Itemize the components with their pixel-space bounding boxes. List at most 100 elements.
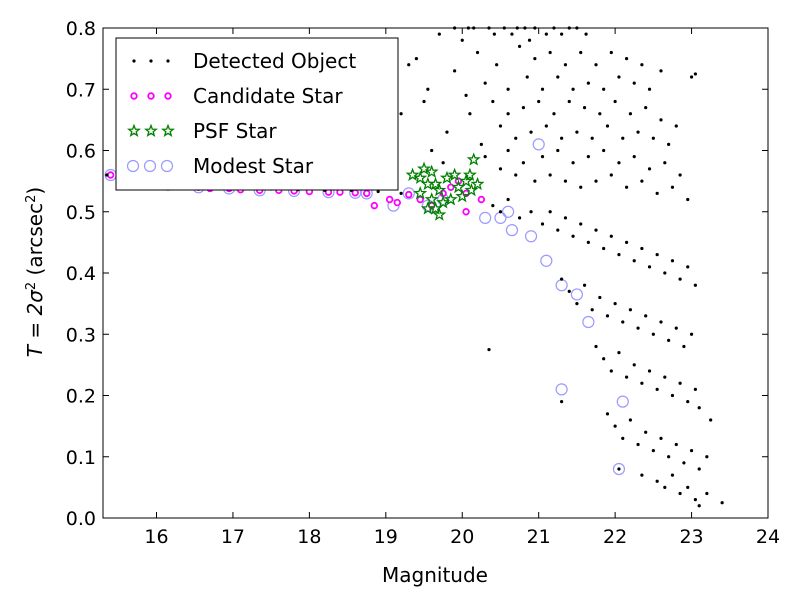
detected-object-point [579,222,583,226]
detected-object-point [686,485,690,489]
psf-star-point [432,182,447,197]
modest-star-point [612,462,626,476]
series-psf-star [405,152,485,221]
detected-object-point [667,142,671,146]
detected-object-point [575,302,579,306]
detected-object-point [571,87,575,91]
candidate-star-point [405,190,413,199]
psf-star-point [413,170,428,185]
detected-object-point [624,240,629,244]
detected-object-point [705,455,709,459]
modest-star-point [505,224,519,237]
detected-object-point [579,50,583,55]
modest-star-point [582,315,595,329]
detected-object-point [670,393,675,398]
y-axis-title-close: ) [23,187,47,195]
detected-object-point [632,363,636,367]
detected-object-point [663,375,667,379]
detected-object-point [506,148,510,153]
detected-object-point [540,222,545,226]
detected-object-point [563,63,568,67]
psf-star-point [424,164,439,178]
legend-item-psf-star: PSF Star [126,119,277,143]
detected-object-point [506,112,510,116]
y-tick-label: 0.7 [66,79,96,101]
detected-object-point [670,185,675,189]
candidate-star-point [370,201,379,210]
detected-object-point [644,314,648,318]
x-tick-label: 24 [756,526,780,548]
y-tick-label: 0.3 [66,324,96,346]
psf-star-point [443,192,458,206]
detected-object-point [640,63,644,67]
detected-object-point [640,246,644,251]
detected-object-point [659,320,663,324]
detected-object-point [605,412,610,416]
detected-object-point [563,179,568,183]
psf-star-point [459,173,474,188]
detected-object-point [659,436,663,440]
detected-object-point [437,32,441,36]
detected-object-point [590,136,594,140]
detected-object-point [492,32,496,36]
detected-object-point [491,99,495,104]
y-tick-label: 0.4 [66,263,96,285]
detected-object-point [720,501,724,505]
modest-star-point [502,205,515,218]
y-tick-label: 0.8 [66,18,96,40]
detected-object-point [517,44,522,48]
axis-ticks-layer: 16 17 18 19 20 21 22 23 24 0.0 0.1 0.2 0.3 0.4 0.5 0.6 0… [66,18,780,548]
detected-object-point [548,173,552,177]
detected-object-point [709,418,713,422]
x-tick-label: 19 [374,526,398,548]
detected-object-point [514,173,518,177]
detected-object-point [667,338,671,342]
detected-object-point [567,289,571,293]
modest-star-point [479,211,492,224]
psf-star-point [424,192,439,206]
psf-star-point [455,189,470,203]
x-axis-title: Magnitude [382,563,488,587]
y-axis-title-sup2: 2 [24,195,39,203]
y-axis-title: T = 2σ2 (arcsec2) [23,187,47,357]
detected-object-point [689,75,694,79]
detected-object-point [582,283,587,287]
detected-object-point [584,32,588,36]
detected-object-point [560,400,564,404]
detected-object-point [670,473,675,477]
detected-object-point [674,124,678,128]
detected-object-point [624,57,629,61]
detected-object-point [567,99,571,104]
detected-object-point [464,93,468,97]
detected-object-point [689,332,694,336]
legend-label-modest-star: Modest Star [193,154,314,178]
detected-object-point [529,130,533,134]
detected-object-point [498,210,503,214]
detected-object-point [621,320,625,324]
detected-object-point [655,479,659,483]
detected-object-point [609,50,613,55]
detected-object-point [617,161,621,165]
detected-object-point [594,179,598,183]
modest-star-point [570,288,584,301]
detected-object-point [636,326,640,330]
detected-object-point [586,81,590,85]
detected-object-point [682,461,686,465]
detected-object-point [602,148,606,153]
x-tick-label: 18 [297,526,321,548]
modest-star-point [524,230,538,243]
y-tick-label: 0.1 [66,447,96,469]
detected-object-point [586,240,590,244]
detected-object-point [689,449,694,453]
x-tick-label: 23 [679,526,703,548]
y-tick-label: 0.5 [66,202,96,224]
detected-object-point [586,155,590,159]
detected-object-point [598,295,602,300]
detected-object-point [605,124,610,128]
legend-modest-star-marker [160,159,174,173]
candidate-star-point [351,189,359,197]
detected-object-point [674,326,678,330]
legend-psf-star-marker [143,123,159,137]
detected-object-point [590,308,594,312]
